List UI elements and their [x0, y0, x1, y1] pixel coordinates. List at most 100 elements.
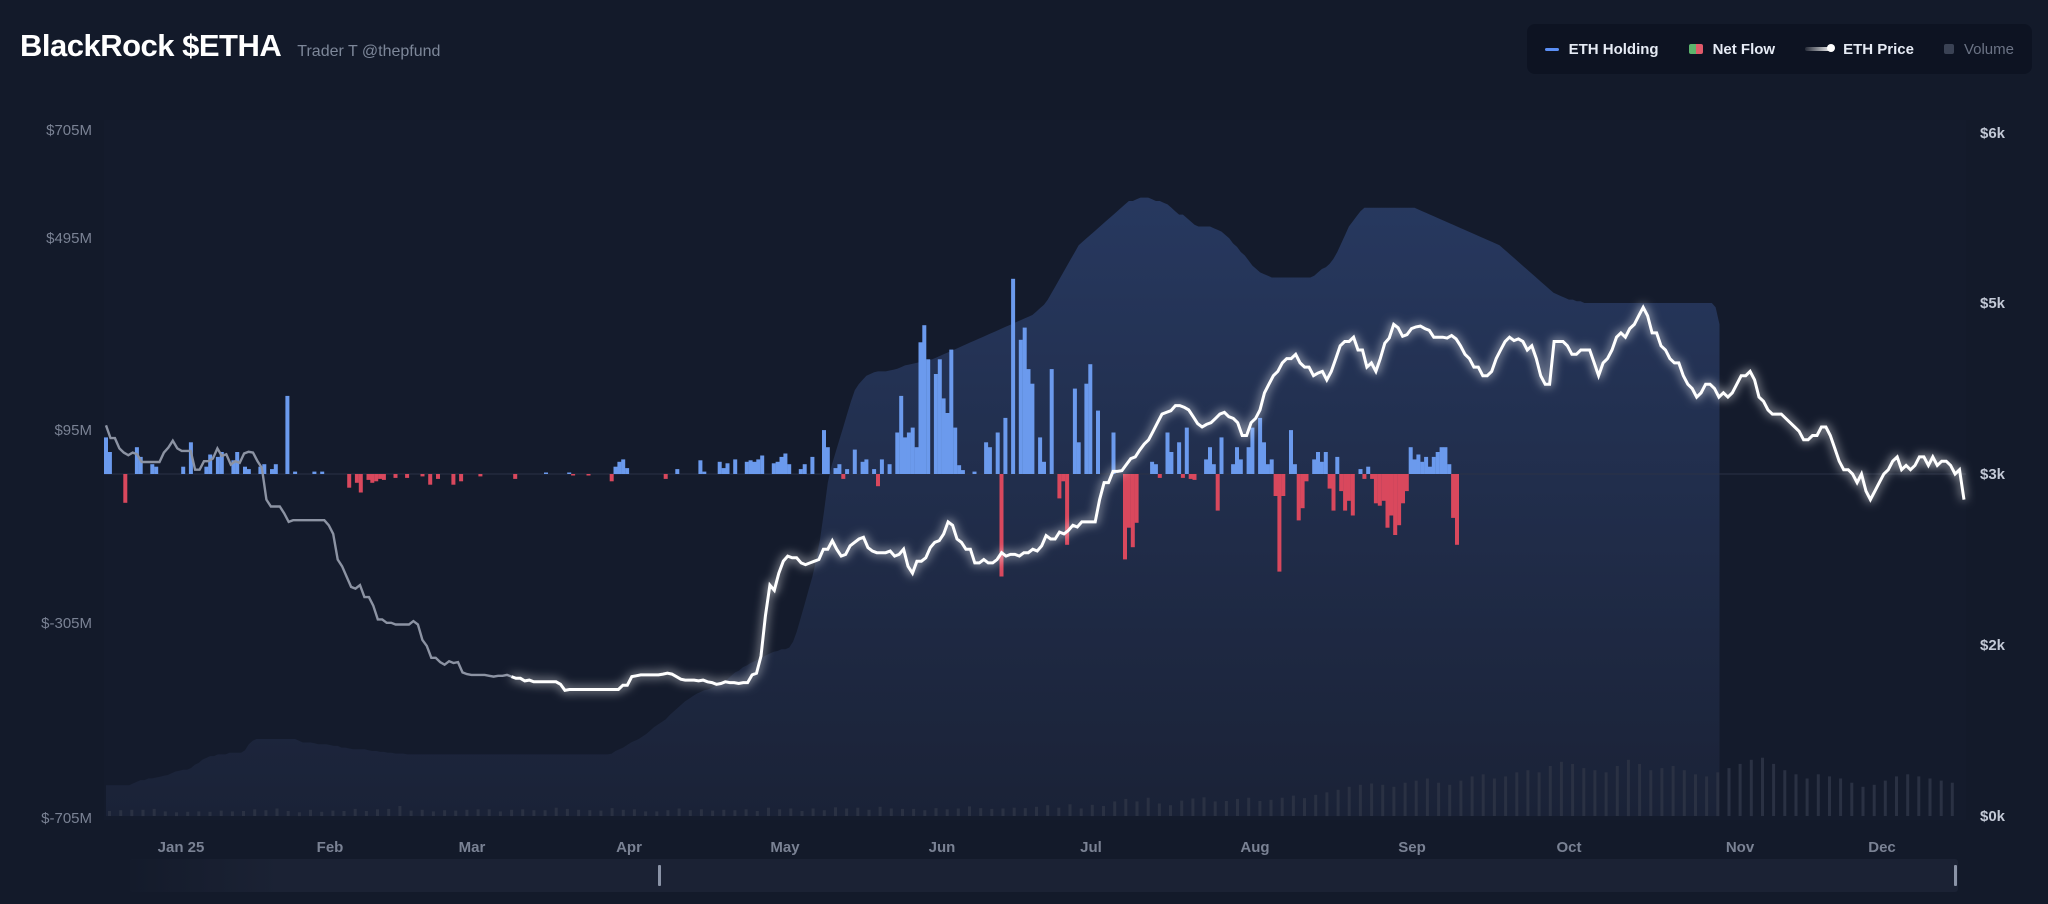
- eth-price-line: [104, 304, 1966, 692]
- volume-bar: [253, 809, 257, 816]
- inflow-bar: [783, 453, 788, 474]
- volume-bar: [1079, 808, 1083, 816]
- x-tick-label: Nov: [1726, 839, 1755, 856]
- volume-bar: [1057, 807, 1061, 816]
- inflow-bar: [702, 471, 707, 474]
- volume-bar: [1783, 770, 1787, 816]
- price-line: [510, 304, 1966, 692]
- inflow-bar: [262, 464, 267, 474]
- outflow-bar: [1393, 474, 1398, 535]
- volume-bar: [264, 810, 268, 816]
- volume-bar: [152, 808, 156, 816]
- volume-bar: [476, 809, 480, 816]
- inflow-bar: [852, 449, 857, 474]
- outflow-bar: [876, 474, 880, 487]
- legend-item-volume[interactable]: Volume: [1943, 40, 2014, 58]
- outflow-bar: [381, 474, 386, 480]
- outflow-bar: [1296, 474, 1301, 521]
- inflow-bar: [1026, 369, 1031, 474]
- inflow-bar: [860, 461, 865, 474]
- volume-bar: [510, 809, 514, 817]
- inflow-bar: [1323, 452, 1328, 474]
- volume-bar: [498, 811, 502, 816]
- inflow-bar: [1431, 456, 1436, 474]
- outflow-bar: [1451, 474, 1456, 518]
- inflow-bar: [1366, 466, 1371, 474]
- outflow-bar: [1339, 474, 1344, 492]
- legend-item-eth-price[interactable]: ETH Price: [1805, 41, 1914, 58]
- volume-bar: [632, 809, 636, 816]
- outflow-bar: [428, 474, 433, 485]
- volume-bar: [867, 809, 871, 817]
- legend-item-eth-holding[interactable]: ETH Holding: [1544, 40, 1659, 58]
- volume-bar: [1716, 772, 1720, 817]
- volume-bar: [1828, 776, 1831, 816]
- volume-bar: [420, 809, 424, 817]
- inflow-bar: [1246, 447, 1251, 474]
- outflow-bar: [1455, 474, 1459, 545]
- volume-bar: [1515, 772, 1519, 817]
- x-tick-label: Aug: [1240, 839, 1269, 856]
- outflow-bar: [1404, 474, 1409, 492]
- volume-bar: [934, 808, 938, 816]
- volume-bar: [979, 808, 983, 816]
- inflow-bar: [918, 342, 923, 474]
- volume-bar: [666, 810, 670, 816]
- inflow-bar: [1420, 461, 1425, 474]
- volume-bar: [1102, 806, 1105, 816]
- outflow-bar: [1123, 474, 1127, 560]
- inflow-bar: [1262, 442, 1266, 474]
- legend-label: ETH Price: [1843, 40, 1914, 58]
- outflow-bar: [1331, 474, 1336, 511]
- volume-bar: [1001, 808, 1005, 816]
- volume-bar: [1660, 768, 1664, 816]
- outflow-bar: [478, 474, 483, 477]
- left-axis: $705M $495M $95M $-305M $-705M: [41, 122, 92, 827]
- inflow-bar: [154, 466, 159, 474]
- inflow-bar: [150, 464, 155, 474]
- outflow-bar: [1346, 474, 1351, 501]
- volume-bar: [175, 812, 178, 817]
- inflow-bar: [204, 466, 209, 474]
- inflow-bar: [1003, 417, 1008, 474]
- inflow-bar: [1238, 459, 1243, 474]
- volume-bar: [1135, 801, 1139, 816]
- inflow-bar: [1204, 459, 1209, 474]
- inflow-bar: [1319, 461, 1324, 474]
- legend-item-net-flow[interactable]: Net Flow: [1688, 41, 1775, 58]
- outflow-bar: [1327, 474, 1332, 489]
- inflow-bar: [953, 427, 958, 474]
- inflow-bar: [567, 472, 572, 474]
- volume-bar: [822, 810, 826, 816]
- legend: ETH Holding Net Flow ETH Price Volume: [1526, 24, 2032, 74]
- inflow-bar: [1011, 278, 1016, 474]
- volume-bar: [1146, 797, 1150, 816]
- outflow-bar: [1134, 474, 1139, 523]
- navigator-left-handle[interactable]: [658, 865, 661, 886]
- volume-bar: [1358, 784, 1362, 817]
- outflow-bar: [1373, 474, 1378, 504]
- x-tick-label: Sep: [1398, 839, 1426, 856]
- right-tick-label: $5k: [1980, 295, 2006, 312]
- inflow-bar: [1022, 327, 1027, 474]
- outflow-bar: [1277, 474, 1282, 572]
- volume-bar: [1180, 800, 1184, 816]
- volume-bar: [431, 811, 435, 816]
- navigator-right-handle[interactable]: [1954, 865, 1957, 886]
- range-navigator[interactable]: [130, 859, 1958, 892]
- volume-bar: [443, 810, 447, 816]
- volume-bar: [1459, 780, 1463, 816]
- outflow-bar: [1281, 474, 1286, 496]
- volume-bar: [1336, 789, 1340, 817]
- outflow-bar: [1061, 474, 1066, 482]
- x-tick-label: Jan 25: [158, 839, 205, 856]
- legend-label: Volume: [1963, 40, 2014, 58]
- volume-bar: [1381, 784, 1385, 817]
- inflow-bar: [1269, 459, 1274, 474]
- legend-label: ETH Holding: [1568, 40, 1659, 58]
- volume-bar: [219, 810, 223, 816]
- x-tick-label: Apr: [616, 839, 642, 856]
- inflow-bar: [864, 459, 869, 474]
- outflow-bar: [1385, 474, 1390, 528]
- volume-bar: [197, 811, 201, 816]
